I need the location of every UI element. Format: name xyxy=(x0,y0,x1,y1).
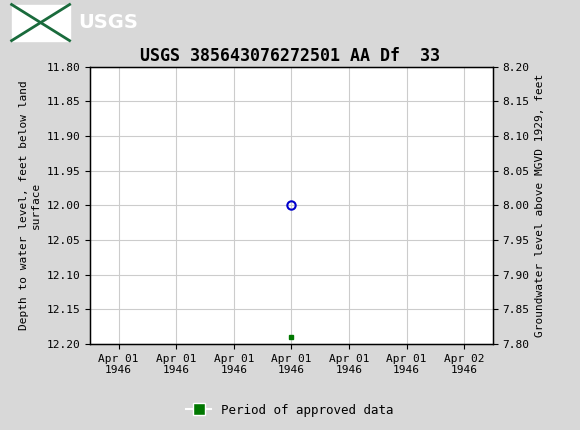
Text: USGS 385643076272501 AA Df  33: USGS 385643076272501 AA Df 33 xyxy=(140,47,440,65)
Text: USGS: USGS xyxy=(78,13,138,32)
Y-axis label: Depth to water level, feet below land
surface: Depth to water level, feet below land su… xyxy=(19,80,41,330)
Y-axis label: Groundwater level above MGVD 1929, feet: Groundwater level above MGVD 1929, feet xyxy=(535,74,545,337)
Bar xyxy=(12,4,70,41)
Legend: Period of approved data: Period of approved data xyxy=(181,399,399,421)
